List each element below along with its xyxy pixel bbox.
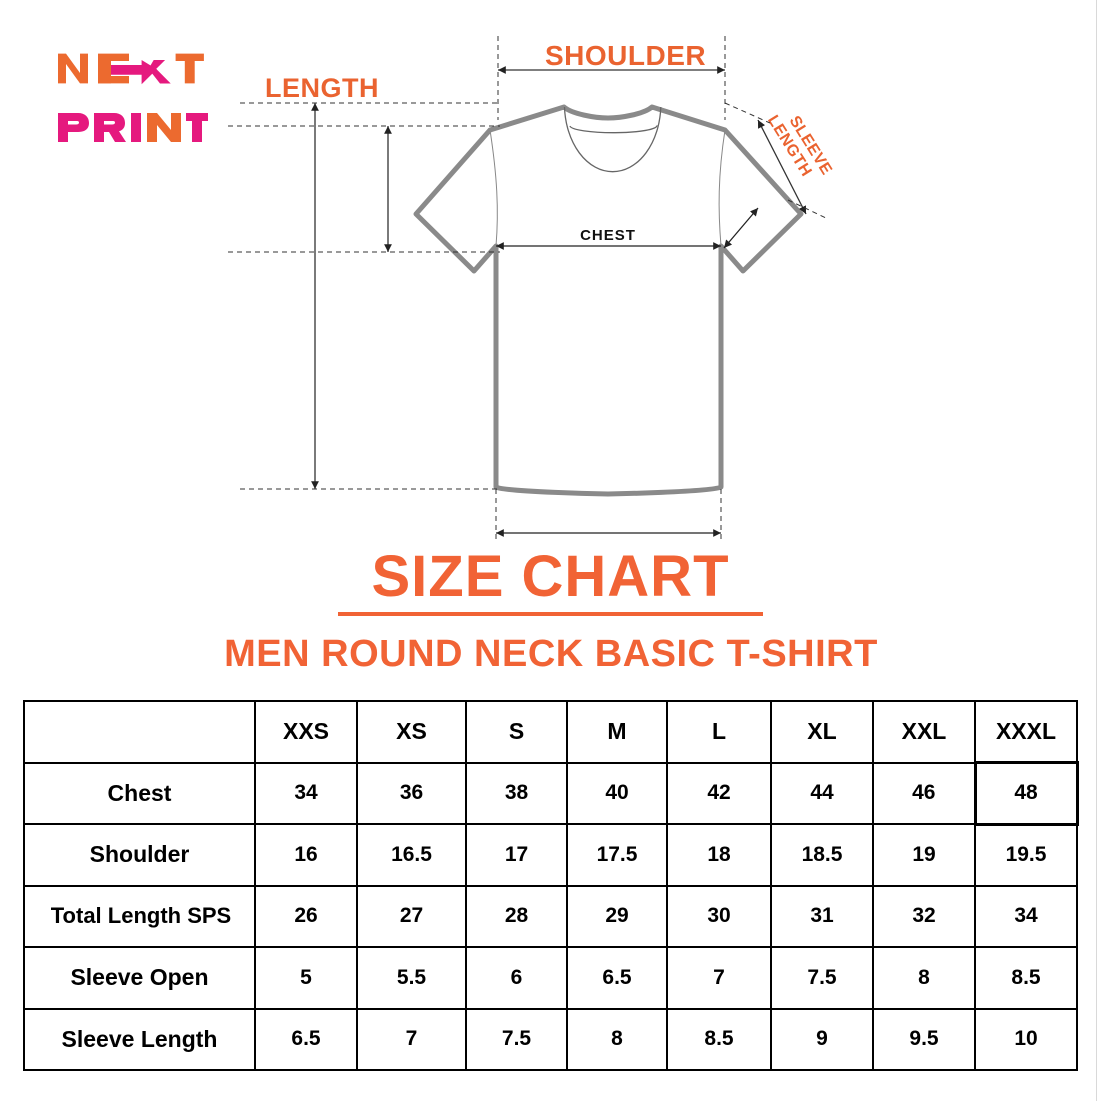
svg-text:LENGTH: LENGTH bbox=[265, 73, 379, 103]
svg-text:SHOULDER: SHOULDER bbox=[545, 40, 706, 71]
svg-text:CHEST: CHEST bbox=[580, 227, 636, 244]
